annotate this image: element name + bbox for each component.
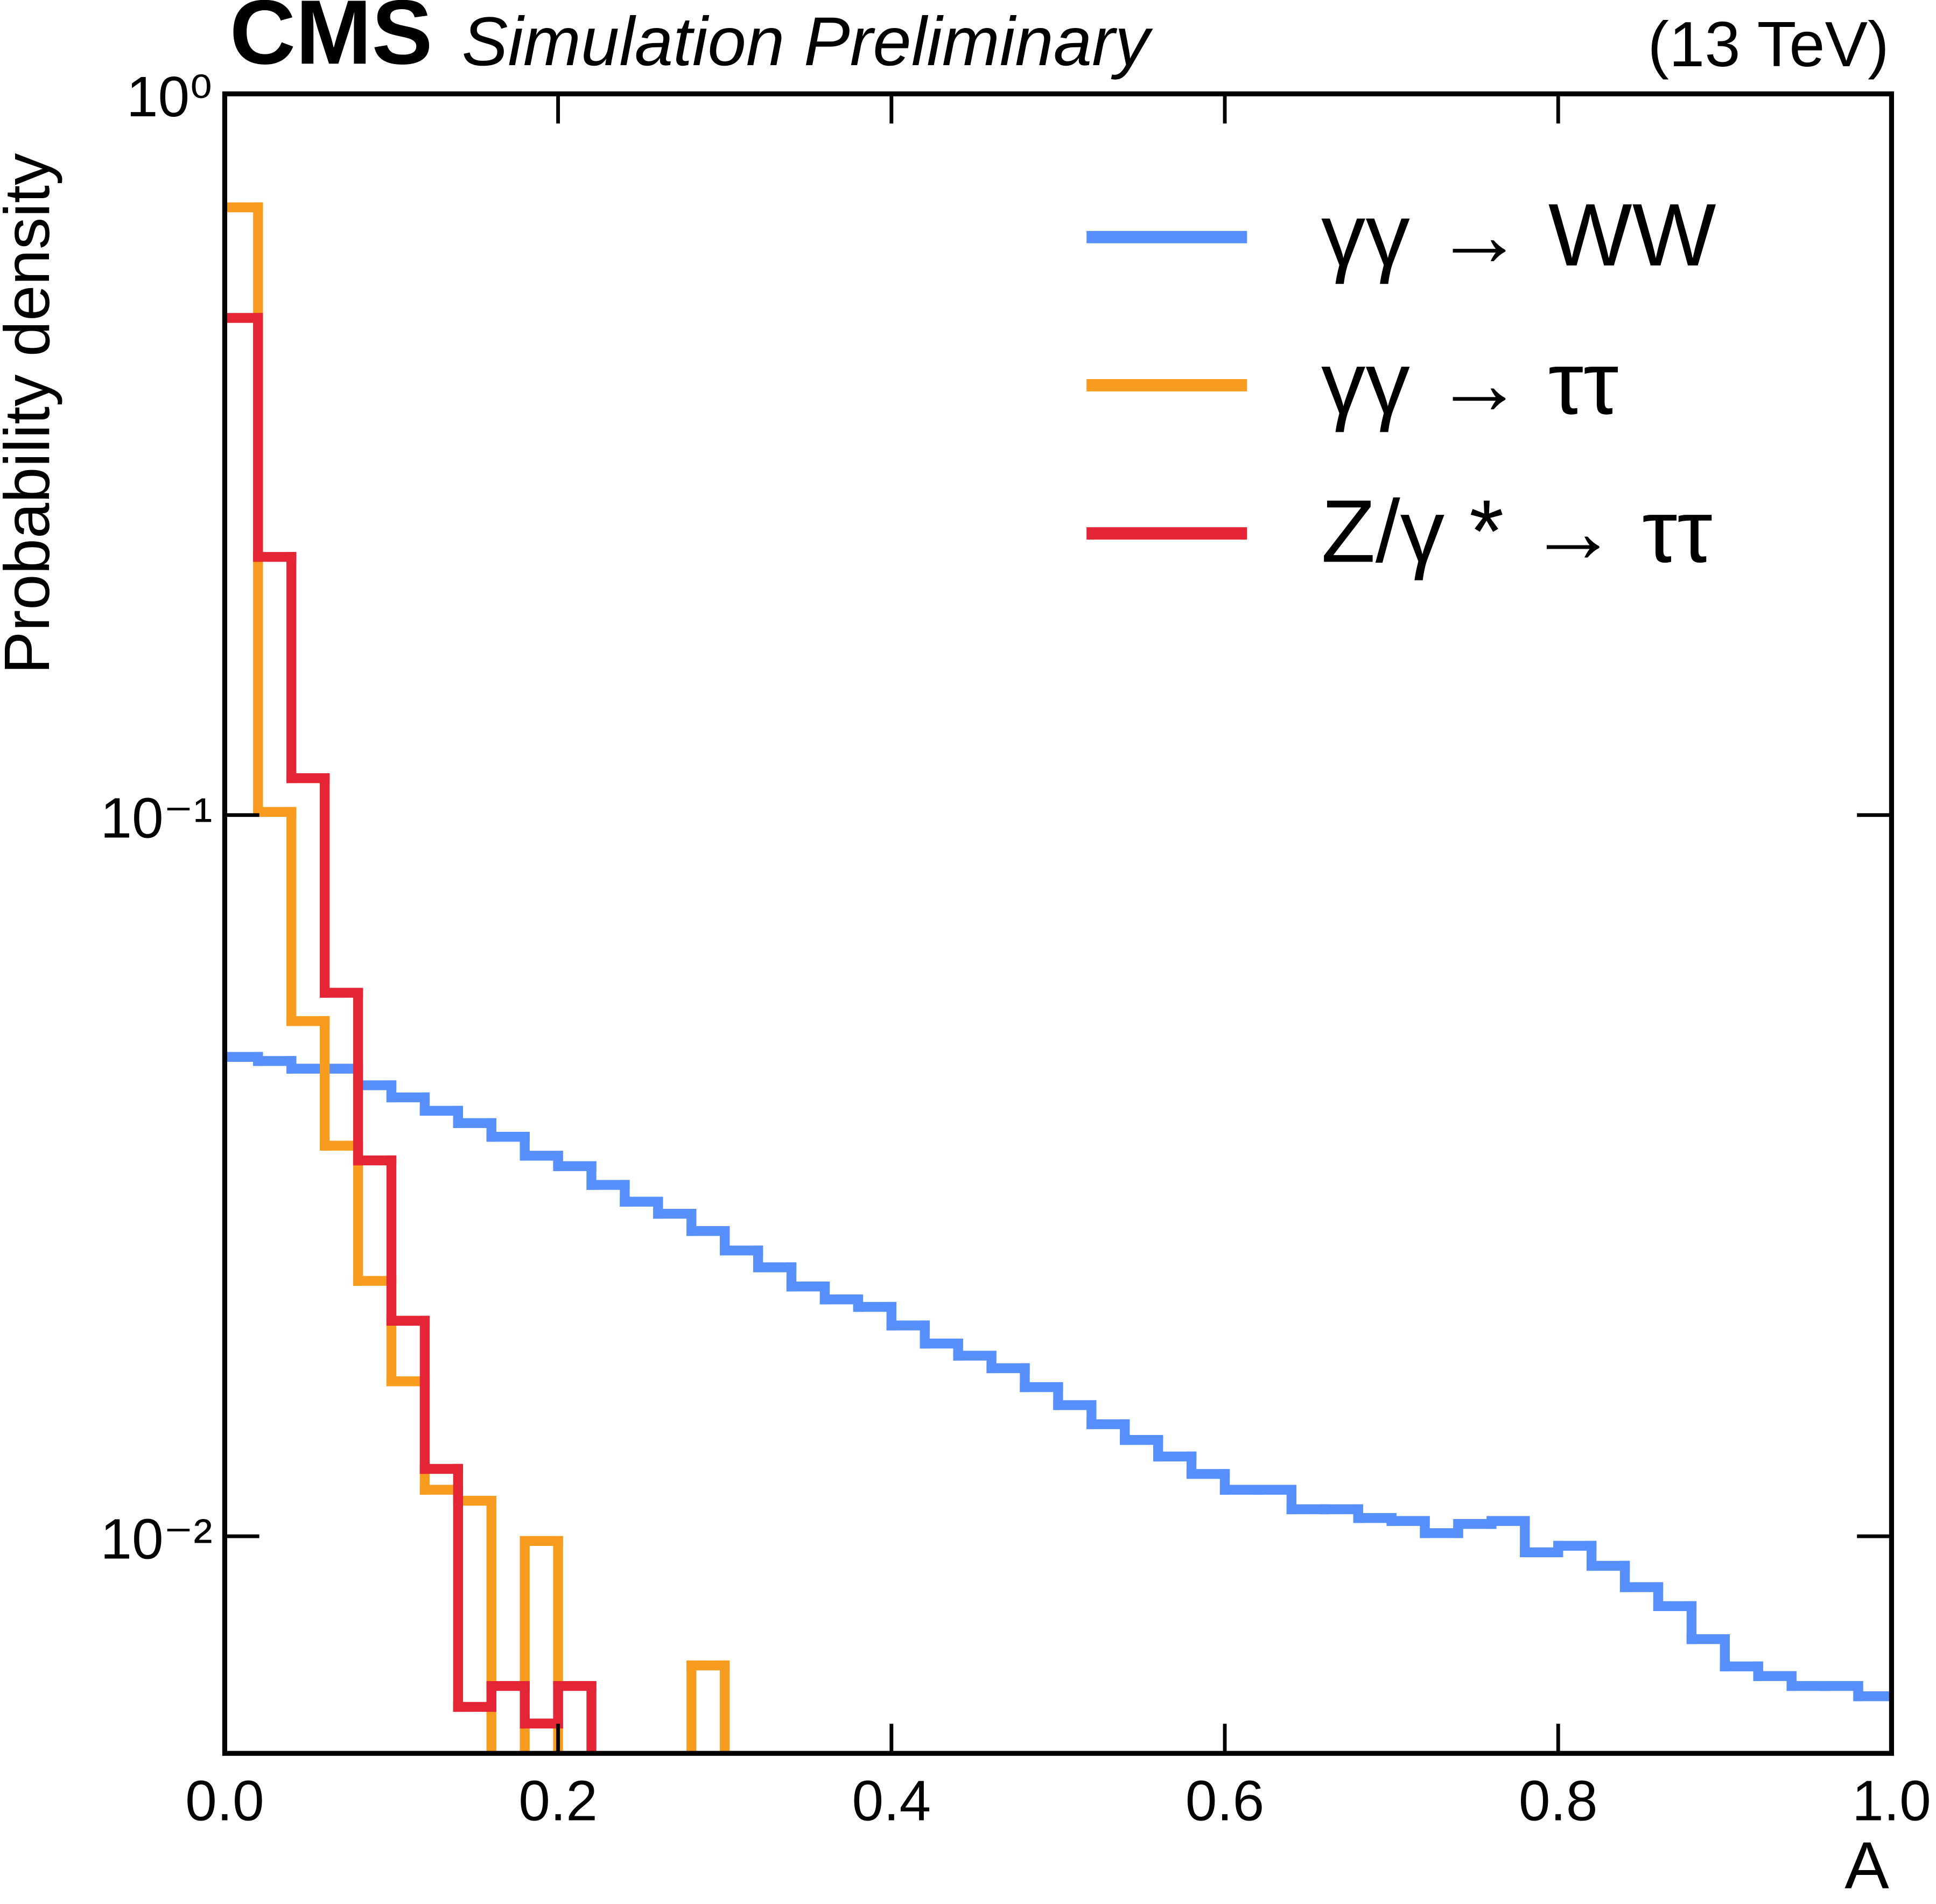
plot-area bbox=[225, 202, 1892, 1754]
chart-title: CMS bbox=[230, 0, 433, 83]
legend-label: γγ → ττ bbox=[1321, 333, 1618, 432]
legend-label: Z/γ * → ττ bbox=[1321, 481, 1713, 580]
y-tick-label: 10⁰ bbox=[127, 66, 213, 129]
x-tick-label: 0.8 bbox=[1519, 1769, 1598, 1832]
x-tick-label: 0.2 bbox=[518, 1769, 598, 1832]
y-tick-label: 10⁻¹ bbox=[100, 787, 212, 850]
y-tick-label: 10⁻² bbox=[100, 1508, 212, 1571]
plot-frame bbox=[222, 91, 1895, 1756]
y-axis-label: Probability density bbox=[0, 153, 63, 674]
legend-label: γγ → WW bbox=[1321, 185, 1716, 284]
x-axis-label: A bbox=[1844, 1829, 1889, 1903]
chart-subtitle: Simulation Preliminary bbox=[462, 3, 1153, 80]
x-tick-label: 0.6 bbox=[1186, 1769, 1265, 1832]
x-tick-label: 0.4 bbox=[852, 1769, 931, 1832]
energy-label: (13 TeV) bbox=[1647, 9, 1889, 80]
x-tick-label: 1.0 bbox=[1852, 1769, 1931, 1832]
x-tick-label: 0.0 bbox=[185, 1769, 264, 1832]
